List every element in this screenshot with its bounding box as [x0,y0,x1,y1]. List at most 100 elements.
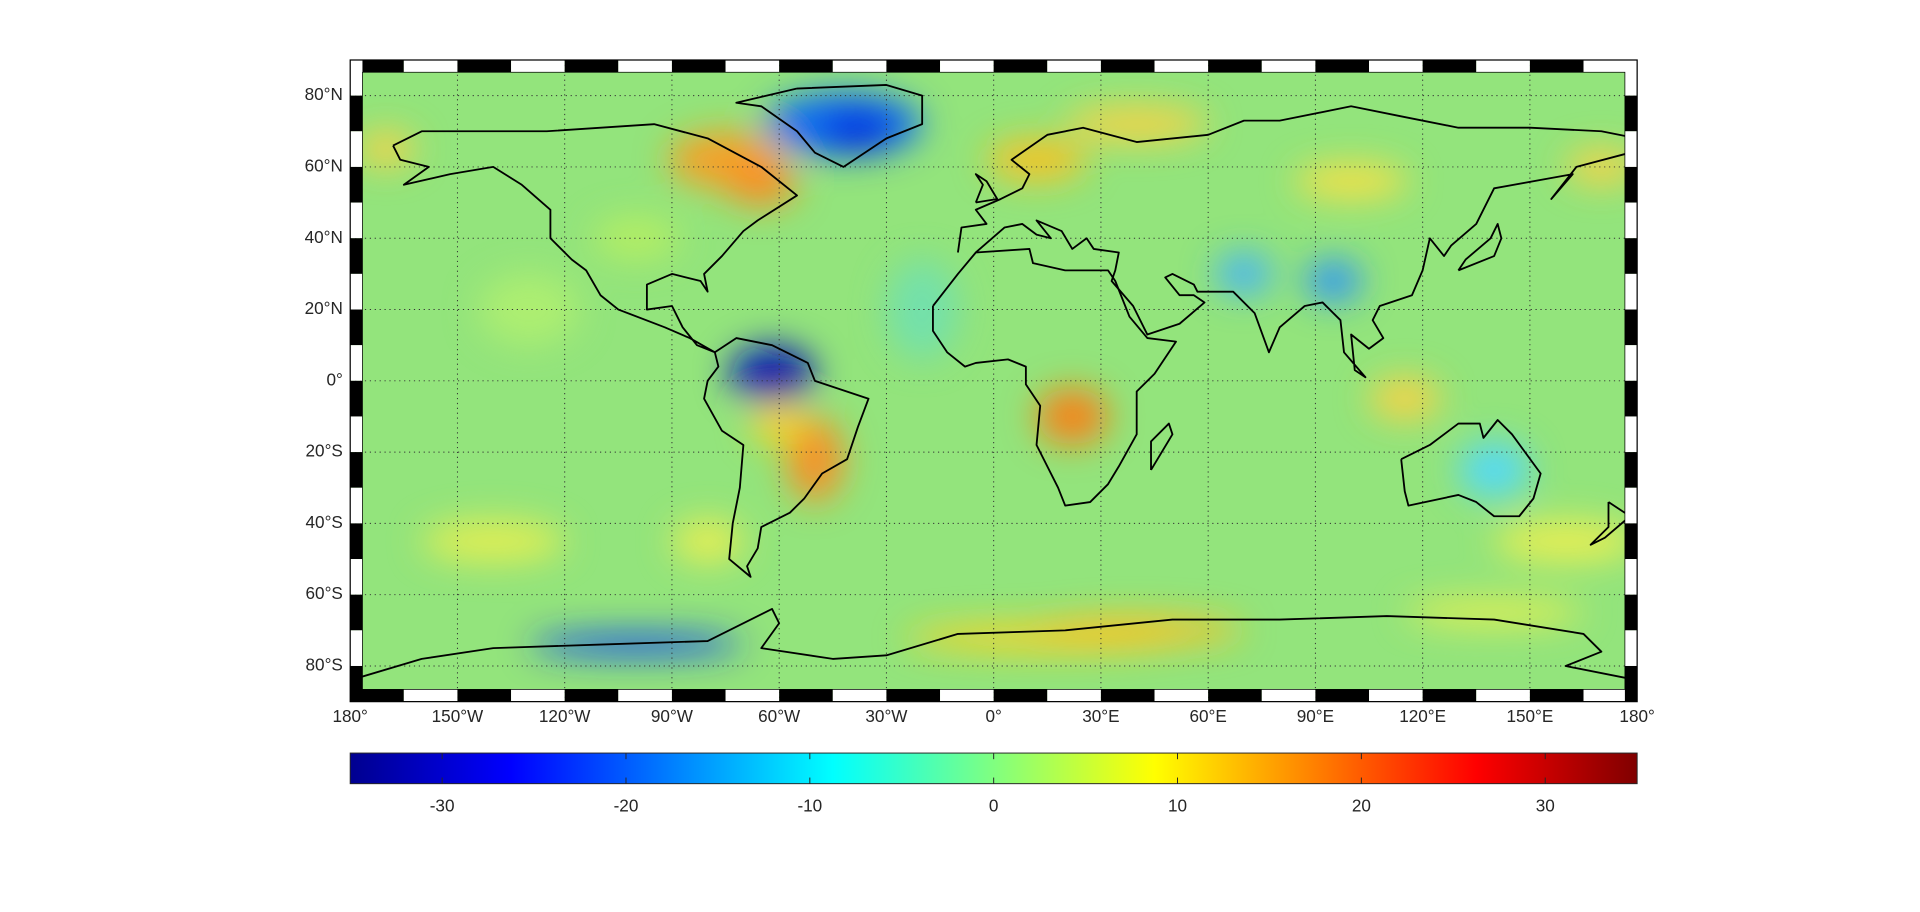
frame-segment [1583,60,1638,73]
frame-segment [511,689,565,702]
frame-segment [350,416,363,453]
frame-segment [350,559,363,595]
colorbar-tick-label: 20 [1352,795,1371,815]
lon-tick-label: 90°E [1297,706,1334,726]
frame-segment [350,689,404,702]
frame-segment [1369,689,1423,702]
frame-segment [671,689,726,702]
anomaly-blob [421,519,565,563]
frame-segment [832,689,887,702]
coastline [974,173,999,204]
lat-tick-label: 20°S [306,441,343,461]
frame-segment [940,60,994,73]
anomaly-blob [822,109,894,153]
frame-segment [1369,60,1423,73]
frame-segment [1261,689,1316,702]
lon-tick-label: 30°E [1082,706,1119,726]
coastline [975,148,1638,379]
lon-tick-label: 0° [985,706,1001,726]
frame-segment [350,60,404,73]
lat-tick-label: 80°S [306,655,343,675]
lat-tick-label: 80°N [305,84,343,104]
frame-segment [350,523,363,560]
lat-tick-label: 40°S [306,512,343,532]
coastline [957,105,1638,253]
lon-tick-label: 180° [1619,706,1654,726]
frame-segment [1624,131,1638,167]
coastline [932,248,1177,507]
frame-segment [457,60,512,73]
lon-tick-label: 90°W [651,706,694,726]
coastline [1400,419,1542,518]
frame-segment [1154,689,1209,702]
frame-segment [350,345,363,381]
frame-segment [1624,594,1638,631]
frame-segment [1624,523,1638,560]
frame-segment [564,689,619,702]
frame-segment [1624,345,1638,381]
anomaly-field [350,60,1638,702]
frame-segment [1624,273,1638,310]
frame-segment [779,689,833,702]
frame-segment [1100,689,1155,702]
frame-segment [940,689,994,702]
anomaly-blob [1458,441,1530,499]
frame-segment [993,689,1048,702]
frame-segment [1047,60,1101,73]
lat-tick-label: 20°N [305,298,343,318]
colorbar-tick-label: 30 [1536,795,1555,815]
frame-segment [350,238,363,274]
frame-segment [618,689,672,702]
anomaly-blob [725,163,798,207]
lat-tick-label: 40°N [305,227,343,247]
anomaly-blob [1404,598,1584,627]
frame-segment [1476,689,1530,702]
frame-segment [350,131,363,167]
map-frame [349,59,1638,703]
lon-tick-label: 120°W [539,706,591,726]
lon-tick-label: 60°W [758,706,801,726]
frame-segment [1624,559,1638,595]
anomaly-blob [986,138,1087,182]
frame-segment [779,60,833,73]
anomaly-blob [671,519,744,563]
frame-segment [886,689,941,702]
frame-segment [1624,452,1638,488]
anomaly-blob [1215,252,1273,296]
frame-segment [350,487,363,524]
frame-inner [362,71,1626,690]
frame-segment [1624,166,1638,203]
coastline [1457,223,1503,272]
frame-segment [350,95,363,132]
colorbar-tick-label: -20 [614,795,639,815]
lon-tick-label: 60°E [1189,706,1226,726]
frame-segment [1476,60,1530,73]
frame-segment [1624,380,1638,417]
graticule [350,60,1638,702]
frame-segment [1624,95,1638,132]
anomaly-blob [1036,387,1109,445]
frame-segment [350,380,363,417]
anomaly-blob [757,366,801,396]
coastlines [350,84,1638,682]
frame-segment [457,689,512,702]
frame-segment [350,452,363,488]
anomaly-blob [1293,163,1409,200]
lat-tick-label: 60°S [306,583,343,603]
coastline [350,608,1638,682]
anomaly-blob [886,259,958,360]
coastline [735,84,924,168]
coastline [392,123,798,354]
frame-segment [993,60,1048,73]
anomaly-blob [528,633,744,656]
frame-border [349,59,1638,703]
lon-tick-label: 150°W [432,706,484,726]
frame-segment [350,273,363,310]
colorbar-tick-label: 10 [1168,795,1187,815]
lon-tick-label: 180° [332,706,367,726]
lon-tick-label: 150°E [1506,706,1553,726]
anomaly-blob [1029,616,1244,645]
frame-segment [1624,630,1638,666]
